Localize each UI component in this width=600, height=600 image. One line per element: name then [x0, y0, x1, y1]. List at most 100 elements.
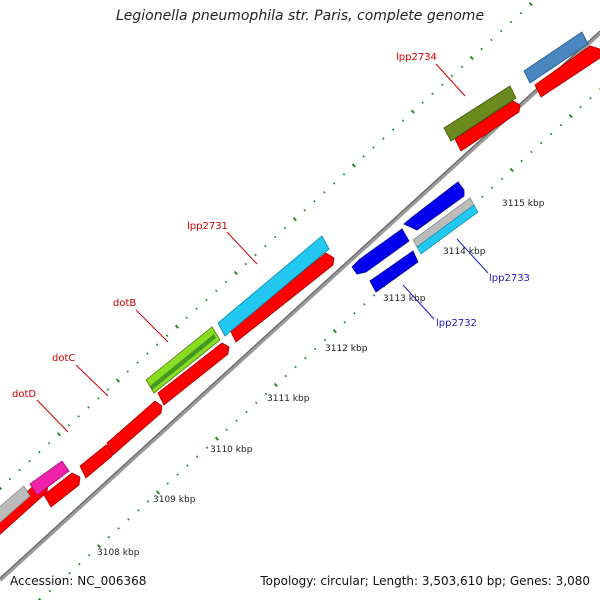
tick-mark: [146, 500, 150, 503]
tick-mark: [304, 356, 307, 360]
scale-label: 3111 kbp: [267, 394, 310, 404]
tick-mark: [205, 298, 208, 302]
tick-mark: [155, 490, 161, 495]
tick-mark: [421, 101, 424, 104]
gene-label-lpp2734: lpp2734: [396, 52, 437, 63]
tick-mark: [342, 173, 346, 176]
tick-mark: [351, 163, 356, 168]
tick-mark: [264, 244, 267, 248]
tick-mark: [235, 419, 238, 423]
tick-mark: [579, 105, 582, 109]
tick-mark: [294, 365, 297, 369]
cds-arrow: [534, 45, 600, 98]
tick-mark: [343, 320, 346, 324]
tick-mark: [107, 535, 111, 539]
gene-label-lpp2732: lpp2732: [436, 318, 477, 329]
tick-mark: [165, 334, 169, 337]
tick-mark: [264, 392, 268, 396]
tick-mark: [509, 20, 513, 24]
tick-mark: [0, 486, 3, 491]
tick-mark: [37, 597, 42, 600]
tick-mark: [245, 410, 248, 414]
cds-arrow: [43, 472, 81, 508]
tick-mark: [391, 128, 395, 131]
scale-label: 3112 kbp: [325, 344, 368, 354]
tick-mark: [528, 2, 533, 7]
tick-mark: [58, 580, 61, 584]
tick-mark: [323, 338, 327, 342]
tick-mark: [117, 527, 120, 530]
tick-mark: [214, 436, 220, 441]
cds-arrow: [106, 400, 163, 456]
label-leaders: [36, 63, 489, 433]
tick-mark: [469, 55, 474, 61]
tick-mark: [47, 441, 51, 445]
tick-mark: [441, 83, 444, 87]
cds-arrow-reverse: [351, 228, 410, 275]
gene-label-lpp2733: lpp2733: [489, 273, 530, 284]
tick-mark: [77, 415, 80, 418]
tick-mark: [410, 109, 415, 114]
tick-mark: [115, 378, 121, 383]
tick-mark: [186, 464, 189, 467]
tick-mark: [382, 137, 385, 140]
tick-mark: [500, 177, 504, 181]
tick-mark: [18, 468, 21, 472]
tick-mark: [362, 155, 365, 158]
tick-mark: [559, 123, 563, 127]
tick-mark: [195, 307, 198, 311]
tick-mark: [38, 450, 41, 454]
tick-mark: [96, 544, 102, 549]
tick-mark: [460, 65, 464, 69]
tick-mark: [323, 191, 326, 194]
scale-labels: 3108 kbp 3109 kbp 3110 kbp 3111 kbp 3112…: [97, 199, 545, 558]
tick-mark: [273, 235, 277, 239]
scale-label: 3108 kbp: [97, 548, 140, 558]
tick-mark: [254, 253, 257, 257]
cds-arrow: [454, 100, 521, 152]
tick-mark: [174, 324, 180, 329]
tick-mark: [549, 132, 553, 136]
tick-mark: [87, 553, 91, 557]
scale-label: 3115 kbp: [502, 199, 545, 209]
lime-feature-inner: [150, 334, 216, 390]
tick-mark: [224, 280, 228, 284]
tick-mark: [137, 509, 140, 512]
cds-arrow: [157, 342, 230, 406]
tick-mark: [363, 303, 366, 306]
cds-arrow-reverse: [403, 181, 465, 231]
tick-mark: [283, 226, 287, 230]
tick-mark: [353, 311, 356, 315]
tick-mark: [313, 347, 317, 351]
tick-mark: [490, 38, 493, 42]
tick-mark: [372, 146, 375, 149]
tick-mark: [28, 459, 31, 463]
tick-mark: [87, 406, 90, 409]
gene-label-dotD: dotD: [12, 389, 36, 400]
tick-mark: [8, 477, 12, 481]
tick-mark: [480, 47, 483, 51]
magenta-feature: [29, 460, 70, 496]
tick-mark: [106, 388, 110, 391]
gene-label-dotC: dotC: [52, 353, 75, 364]
tick-mark: [244, 262, 247, 266]
tick-mark: [539, 141, 543, 145]
feature-track: [0, 31, 589, 524]
tick-mark: [166, 482, 170, 485]
tick-mark: [68, 571, 71, 575]
tick-mark: [332, 329, 337, 334]
tick-mark: [568, 114, 573, 119]
tick-mark: [97, 397, 100, 400]
tick-mark: [126, 370, 130, 373]
tick-mark: [372, 294, 376, 297]
cyan-feature: [217, 235, 330, 337]
tick-mark: [313, 199, 316, 203]
scale-label: 3110 kbp: [210, 445, 253, 455]
tick-mark: [401, 119, 405, 122]
tick-mark: [233, 270, 238, 276]
tick-mark: [292, 217, 297, 222]
tick-mark: [146, 352, 149, 355]
tick-mark: [48, 589, 52, 593]
scale-label: 3113 kbp: [383, 294, 426, 304]
